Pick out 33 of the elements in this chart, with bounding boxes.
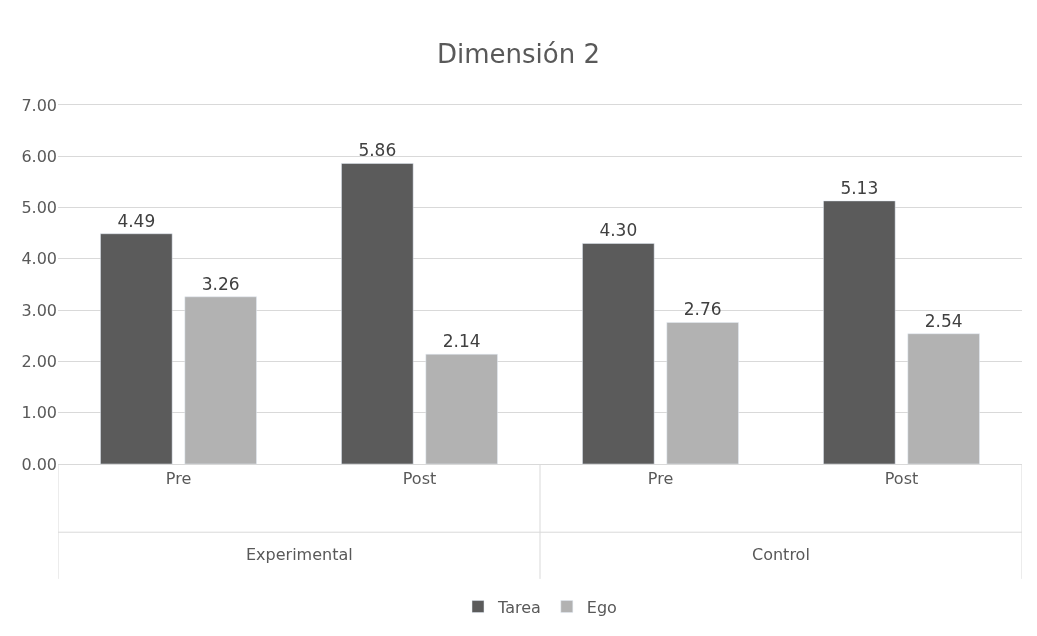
y-tick-label: 4.00 (21, 249, 57, 269)
data-label: 2.76 (683, 299, 722, 320)
y-tick-label: 0.00 (21, 454, 57, 474)
data-label: 5.13 (840, 177, 879, 198)
y-tick-label: 1.00 (21, 403, 57, 423)
bar (907, 333, 980, 464)
y-tick-label: 6.00 (21, 146, 57, 166)
data-label: 3.26 (201, 273, 240, 294)
bar (666, 322, 739, 464)
legend-label: Tarea (497, 597, 541, 617)
bar (823, 200, 896, 464)
x-tick-label: Pre (647, 469, 674, 489)
data-label: 4.49 (117, 210, 156, 231)
y-tick-label: 3.00 (21, 300, 57, 320)
chart-title: Dimensión 2 (436, 38, 601, 69)
text: Control (752, 545, 810, 564)
x-tick-label: Post (884, 469, 919, 489)
legend-label: Ego (586, 597, 617, 617)
data-label: 5.86 (358, 140, 397, 161)
y-tick-label: 2.00 (21, 352, 57, 372)
y-tick-label: 5.00 (21, 198, 57, 218)
data-label: 2.14 (442, 331, 481, 352)
data-label: 4.30 (599, 220, 638, 241)
bar (582, 243, 655, 464)
x-tick-label: Post (402, 469, 437, 489)
bar (100, 233, 173, 464)
bar (341, 163, 414, 464)
bar (425, 354, 498, 464)
bar (184, 296, 257, 464)
text: Experimental (246, 545, 353, 564)
x-tick-label: Pre (165, 469, 192, 489)
y-tick-label: 7.00 (21, 95, 57, 115)
data-label: 2.54 (924, 310, 963, 331)
